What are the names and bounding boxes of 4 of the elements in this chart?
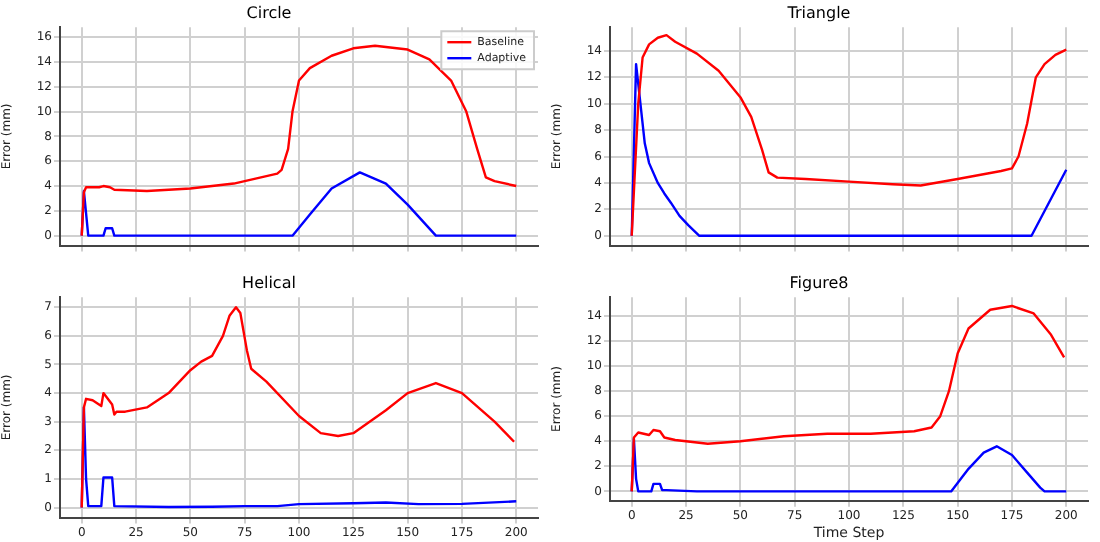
chart-title: Triangle — [785, 3, 851, 22]
chart-title: Figure8 — [789, 273, 849, 292]
chart-title: Helical — [242, 273, 296, 292]
chart-title: Circle — [246, 3, 292, 22]
